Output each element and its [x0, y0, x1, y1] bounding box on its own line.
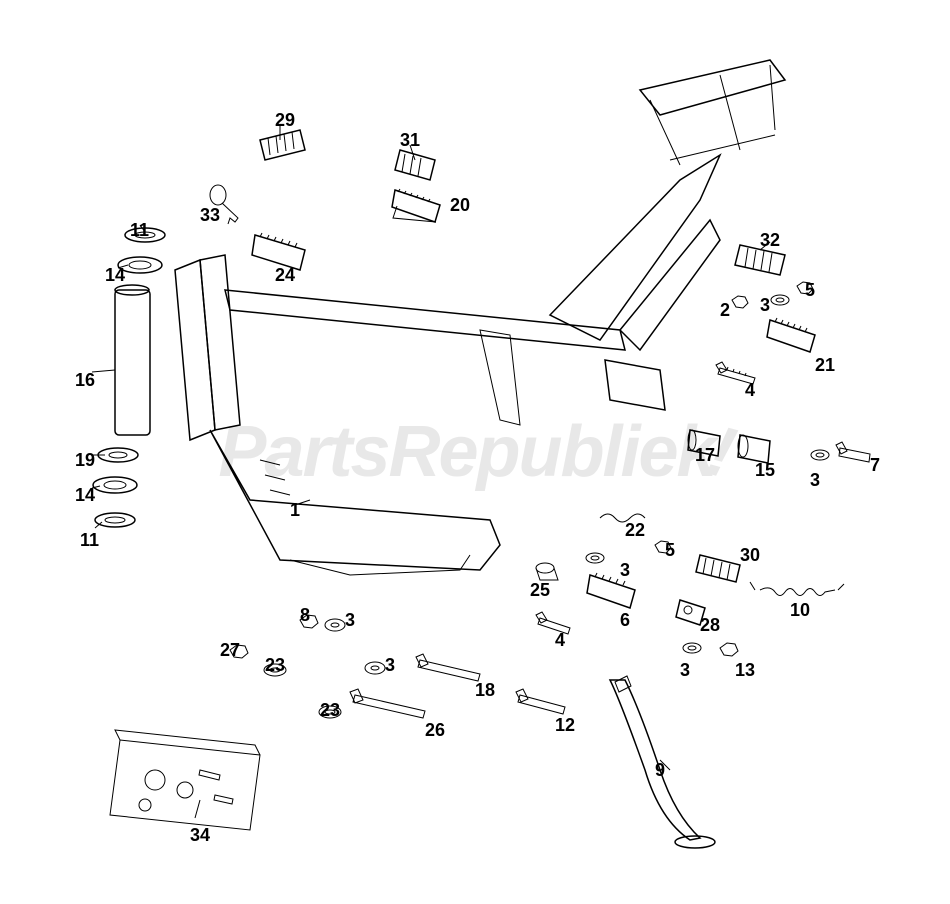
- label-31: 31: [400, 130, 420, 151]
- label-11b: 11: [80, 530, 99, 551]
- label-19: 19: [75, 450, 95, 471]
- label-22: 22: [625, 520, 645, 541]
- diagram-container: PartsRepubliek!: [0, 0, 950, 904]
- leader-lines: [92, 125, 770, 818]
- parts-bag-34: [110, 730, 260, 830]
- label-3d: 3: [345, 610, 355, 631]
- footpeg-rubber-29: [260, 130, 305, 160]
- parts-diagram-svg: [0, 0, 950, 904]
- label-2: 2: [720, 300, 730, 321]
- spacer-25: [536, 563, 558, 580]
- label-27: 27: [220, 640, 240, 661]
- label-3e: 3: [385, 655, 395, 676]
- label-25: 25: [530, 580, 550, 601]
- footpeg-rubber-31: [395, 150, 435, 180]
- label-4a: 4: [745, 380, 755, 401]
- label-20: 20: [450, 195, 470, 216]
- label-21: 21: [815, 355, 835, 376]
- footpeg-20: [392, 189, 440, 222]
- bolts: [350, 362, 870, 718]
- swing-bushing-15: [738, 435, 770, 463]
- head-bearings-bottom: [93, 448, 138, 527]
- label-23a: 23: [265, 655, 285, 676]
- label-30: 30: [740, 545, 760, 566]
- nuts: [230, 282, 813, 658]
- label-33: 33: [200, 205, 220, 226]
- label-14b: 14: [75, 485, 95, 506]
- label-26: 26: [425, 720, 445, 741]
- label-16: 16: [75, 370, 95, 391]
- footpeg-rubber-30: [696, 555, 740, 582]
- steering-stem: [115, 285, 150, 435]
- label-6: 6: [620, 610, 630, 631]
- label-3b: 3: [810, 470, 820, 491]
- label-4b: 4: [555, 630, 565, 651]
- spring-10: [750, 582, 844, 596]
- label-28: 28: [700, 615, 720, 636]
- label-12: 12: [555, 715, 575, 736]
- label-5b: 5: [665, 540, 675, 561]
- label-3c: 3: [620, 560, 630, 581]
- label-9: 9: [655, 760, 665, 781]
- label-23b: 23: [320, 700, 340, 721]
- label-3f: 3: [680, 660, 690, 681]
- label-29: 29: [275, 110, 295, 131]
- label-1: 1: [290, 500, 300, 521]
- label-18: 18: [475, 680, 495, 701]
- label-13: 13: [735, 660, 755, 681]
- main-frame: [175, 60, 785, 575]
- label-32: 32: [760, 230, 780, 251]
- label-11a: 11: [130, 220, 149, 241]
- label-5a: 5: [805, 280, 815, 301]
- label-8: 8: [300, 605, 310, 626]
- label-24: 24: [275, 265, 295, 286]
- washers: [325, 295, 829, 674]
- label-10: 10: [790, 600, 810, 621]
- label-7: 7: [870, 455, 880, 476]
- label-17: 17: [695, 445, 715, 466]
- label-14a: 14: [105, 265, 125, 286]
- label-3a: 3: [760, 295, 770, 316]
- label-34: 34: [190, 825, 210, 846]
- footpeg-21: [767, 318, 815, 352]
- label-15: 15: [755, 460, 775, 481]
